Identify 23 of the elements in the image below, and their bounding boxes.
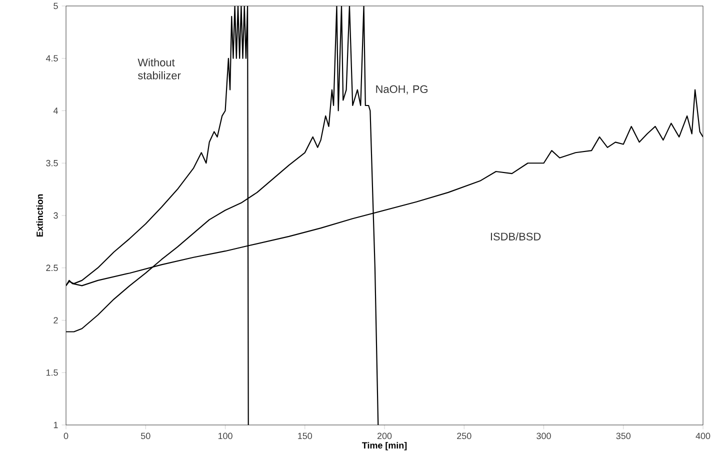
y-tick-label: 2: [54, 317, 58, 324]
x-axis-title: Time [min]: [362, 442, 407, 450]
x-tick-label: 100: [218, 432, 232, 440]
y-tick-label: 3.5: [46, 160, 58, 166]
x-tick-label: 50: [141, 432, 150, 440]
y-tick-label: 3: [54, 212, 58, 219]
x-tick-label: 200: [377, 432, 392, 440]
y-axis-title: Extinction: [36, 194, 43, 237]
y-tick-label: 5: [54, 2, 58, 10]
x-tick-label: 250: [457, 432, 472, 440]
y-tick-label: 1.5: [46, 369, 58, 376]
annotation: NaOH, PG: [376, 85, 428, 94]
x-tick-label: 300: [536, 432, 551, 440]
x-tick-label: 400: [696, 432, 710, 440]
y-tick-label: 1: [54, 422, 58, 428]
annotation: Without stabilizer: [138, 58, 181, 80]
x-tick-label: 0: [64, 432, 68, 440]
y-tick-label: 4.5: [46, 55, 58, 62]
annotation: ISDB/BSD: [490, 232, 541, 240]
x-tick-label: 150: [298, 432, 312, 440]
x-tick-label: 350: [616, 432, 631, 440]
y-tick-label: 4: [53, 108, 58, 114]
y-tick-label: 2.5: [46, 264, 58, 272]
